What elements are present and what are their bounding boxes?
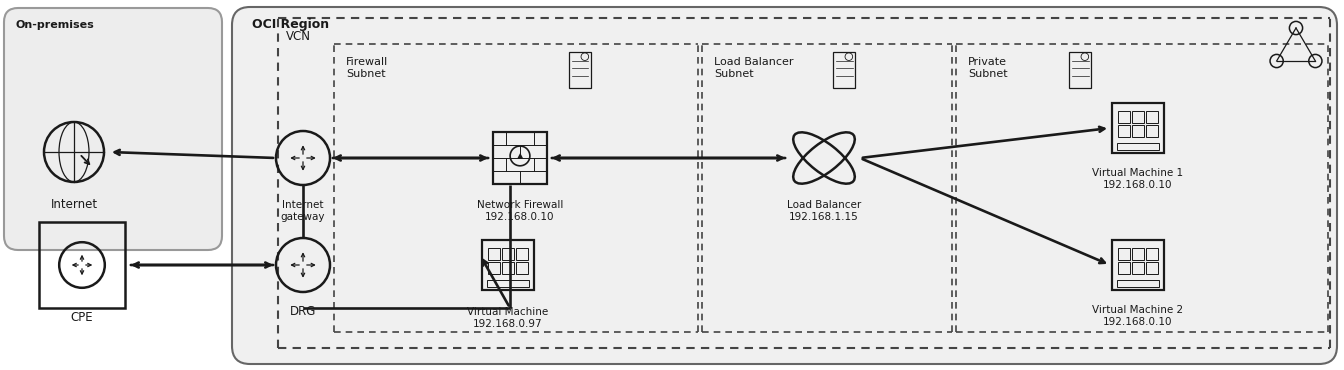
Bar	[487, 279, 530, 287]
Bar	[1111, 240, 1164, 290]
Text: Internet
gateway: Internet gateway	[281, 200, 325, 222]
Bar	[503, 262, 513, 274]
Bar	[488, 248, 500, 260]
Text: On-premises: On-premises	[16, 20, 94, 30]
Text: VCN: VCN	[286, 30, 310, 43]
FancyBboxPatch shape	[4, 8, 222, 250]
Text: Load Balancer
Subnet: Load Balancer Subnet	[714, 57, 793, 80]
Bar	[1146, 248, 1159, 260]
FancyBboxPatch shape	[233, 7, 1337, 364]
Text: CPE: CPE	[71, 311, 93, 324]
Bar	[1111, 103, 1164, 153]
Text: Load Balancer
192.168.1.15: Load Balancer 192.168.1.15	[786, 200, 862, 222]
Bar	[1118, 125, 1129, 137]
Bar	[1146, 125, 1159, 137]
Bar	[1132, 111, 1144, 123]
Bar	[488, 262, 500, 274]
Text: OCI Region: OCI Region	[253, 18, 329, 31]
Bar	[1117, 279, 1160, 287]
Bar	[1118, 111, 1129, 123]
Text: Internet: Internet	[51, 198, 98, 211]
Text: Private
Subnet: Private Subnet	[968, 57, 1008, 80]
Bar	[833, 52, 855, 88]
Text: Virtual Machine 2
192.168.0.10: Virtual Machine 2 192.168.0.10	[1093, 305, 1184, 327]
Bar	[1132, 262, 1144, 274]
Bar	[1146, 262, 1159, 274]
Text: DRG: DRG	[290, 305, 316, 318]
Bar	[1117, 142, 1160, 150]
Text: Virtual Machine 1
192.168.0.10: Virtual Machine 1 192.168.0.10	[1093, 168, 1184, 191]
Bar	[516, 262, 528, 274]
Bar	[503, 248, 513, 260]
Bar	[1132, 125, 1144, 137]
Text: Virtual Machine
192.168.0.97: Virtual Machine 192.168.0.97	[468, 307, 548, 329]
Bar	[516, 248, 528, 260]
Bar	[569, 52, 591, 88]
Text: Firewall
Subnet: Firewall Subnet	[345, 57, 388, 80]
Bar	[1118, 248, 1129, 260]
Bar	[1132, 248, 1144, 260]
Bar	[493, 132, 547, 184]
Bar	[1118, 262, 1129, 274]
Bar	[1068, 52, 1091, 88]
Bar	[39, 222, 125, 307]
Text: ▲: ▲	[516, 151, 523, 161]
Bar	[1146, 111, 1159, 123]
Text: Network Firewall
192.168.0.10: Network Firewall 192.168.0.10	[477, 200, 563, 222]
Bar	[482, 240, 534, 290]
